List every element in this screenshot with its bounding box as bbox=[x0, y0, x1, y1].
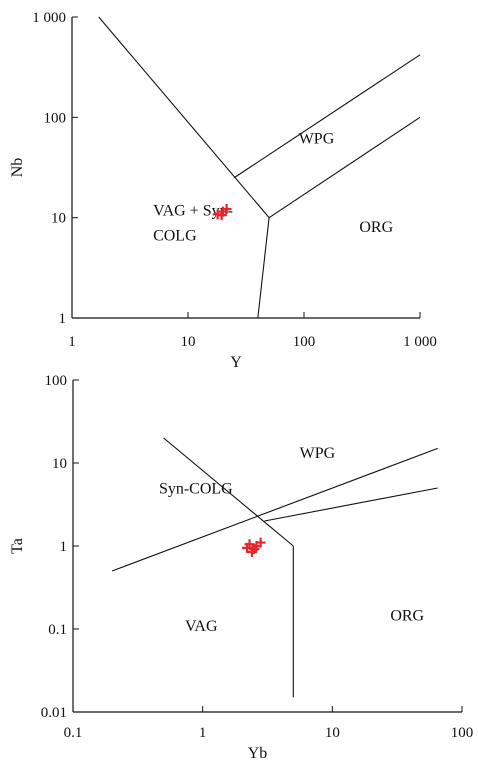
sample-point bbox=[249, 544, 260, 555]
sample-point bbox=[255, 537, 266, 548]
x-tick-label-1: 1 bbox=[68, 334, 76, 350]
y-tick-label-1: 1 000 bbox=[32, 10, 66, 26]
field-label-syn-colg: Syn-COLG bbox=[159, 480, 233, 497]
field-label-org: ORG bbox=[390, 607, 424, 624]
y-tick-label-2: 10 bbox=[52, 456, 67, 472]
ta-yb-diagram: 0.1 1 10 100 0.01 0.1 1 10 100 Yb Ta WPG Syn-COLG VAG… bbox=[9, 373, 473, 762]
y-tick-label-2: 100 bbox=[45, 373, 68, 389]
y-axis-label-1: Nb bbox=[9, 158, 26, 178]
x-tick-label-2: 0.1 bbox=[64, 725, 83, 741]
field-label-org: ORG bbox=[359, 219, 393, 236]
boundary-line-1-3 bbox=[268, 116, 421, 219]
y-tick-label-2: 0.1 bbox=[48, 622, 67, 638]
field-label-vag: VAG bbox=[185, 618, 218, 635]
x-axis-label-1: Y bbox=[230, 354, 242, 371]
field-label-wpg: WPG bbox=[300, 445, 336, 462]
sample-point bbox=[216, 210, 227, 221]
field-label-vag-syn-colg: VAG + Syn-COLG bbox=[153, 203, 233, 245]
boundary-line-1-4 bbox=[257, 217, 270, 319]
y-tick-label-1: 10 bbox=[51, 211, 66, 227]
x-axis-label-2: Yb bbox=[248, 745, 268, 762]
y-tick-label-1: 1 bbox=[59, 311, 67, 327]
sample-point bbox=[244, 539, 255, 550]
x-tick-label-1: 1 000 bbox=[403, 334, 437, 350]
y-tick-label-2: 0.01 bbox=[41, 705, 67, 721]
field-label-wpg: WPG bbox=[299, 130, 335, 147]
y-axis-label-2: Ta bbox=[9, 538, 26, 554]
y-tick-label-2: 1 bbox=[60, 539, 68, 555]
x-tick-label-2: 10 bbox=[325, 725, 340, 741]
boundary-line-2-2 bbox=[163, 437, 294, 547]
boundary-line-2-1 bbox=[111, 447, 438, 572]
boundary-line-2-3 bbox=[264, 487, 438, 522]
boundary-line-1-2 bbox=[233, 54, 421, 179]
boundary-line-1-1 bbox=[98, 16, 270, 219]
x-tick-label-1: 100 bbox=[293, 334, 316, 350]
x-tick-label-2: 1 bbox=[199, 725, 207, 741]
x-tick-label-1: 10 bbox=[181, 334, 196, 350]
nb-y-diagram: 1 10 100 1 000 1 10 100 1 000 Y Nb WPG VAG + Syn-CO… bbox=[9, 10, 437, 371]
x-tick-label-2: 100 bbox=[451, 725, 474, 741]
y-tick-label-1: 100 bbox=[44, 110, 67, 126]
sample-point bbox=[221, 204, 232, 215]
